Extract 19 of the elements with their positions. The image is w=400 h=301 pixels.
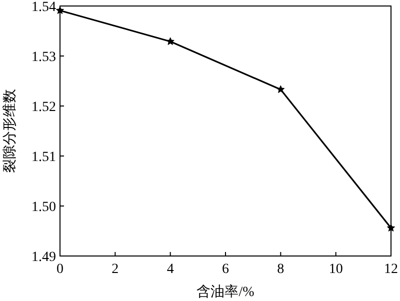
y-tick-label: 1.50 <box>32 200 56 215</box>
y-tick-label: 1.49 <box>32 250 56 265</box>
y-tick-label: 1.53 <box>32 50 56 65</box>
point <box>56 6 64 14</box>
y-tick-label: 1.51 <box>32 150 56 165</box>
x-tick-label: 0 <box>56 262 64 277</box>
x-tick-label: 12 <box>384 262 398 277</box>
y-tick-label: 1.52 <box>32 100 56 115</box>
y-axis-title: 裂隙分形维数 <box>2 89 18 173</box>
point <box>166 37 174 45</box>
x-tick-label: 6 <box>222 262 229 277</box>
x-axis-title: 含油率/% <box>196 284 255 300</box>
x-tick-label: 4 <box>166 262 174 277</box>
point <box>386 224 396 232</box>
x-tick-label: 2 <box>112 262 119 277</box>
x-tick-label: 10 <box>328 262 343 277</box>
y-tick-label: 1.54 <box>32 0 56 15</box>
point <box>276 85 285 93</box>
x-tick-label: 8 <box>277 262 284 277</box>
